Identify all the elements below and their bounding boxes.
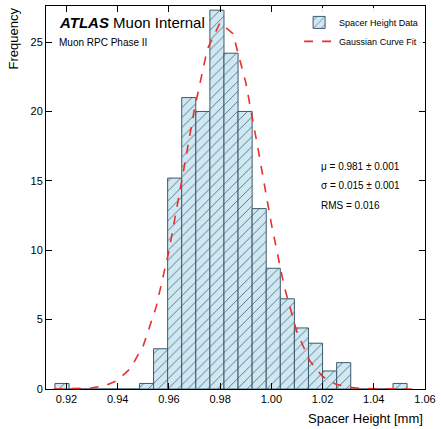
svg-text:1.02: 1.02 [312,393,333,405]
svg-text:1.04: 1.04 [363,393,384,405]
svg-text:1.00: 1.00 [261,393,282,405]
svg-text:σ = 0.015 ± 0.001: σ = 0.015 ± 0.001 [321,180,400,191]
svg-text:0.98: 0.98 [209,393,230,405]
svg-text:Spacer Height [mm]: Spacer Height [mm] [308,411,423,426]
svg-text:0.94: 0.94 [107,393,128,405]
svg-text:0.92: 0.92 [56,393,77,405]
svg-text:Spacer Height Data: Spacer Height Data [339,18,418,28]
svg-text:1.06: 1.06 [414,393,435,405]
svg-text:Muon RPC Phase II: Muon RPC Phase II [59,37,147,48]
svg-text:0.96: 0.96 [158,393,179,405]
svg-text:5: 5 [37,313,43,325]
svg-text:10: 10 [31,244,43,256]
svg-text:0: 0 [37,383,43,395]
svg-text:RMS = 0.016: RMS = 0.016 [321,200,380,211]
svg-text:μ = 0.981 ± 0.001: μ = 0.981 ± 0.001 [321,161,400,172]
svg-text:20: 20 [31,105,43,117]
svg-text:Frequency: Frequency [6,8,21,70]
svg-text:25: 25 [31,36,43,48]
svg-text:15: 15 [31,175,43,187]
svg-text:Gaussian Curve Fit: Gaussian Curve Fit [339,37,417,47]
svg-text:ATLAS Muon Internal: ATLAS Muon Internal [59,14,205,31]
